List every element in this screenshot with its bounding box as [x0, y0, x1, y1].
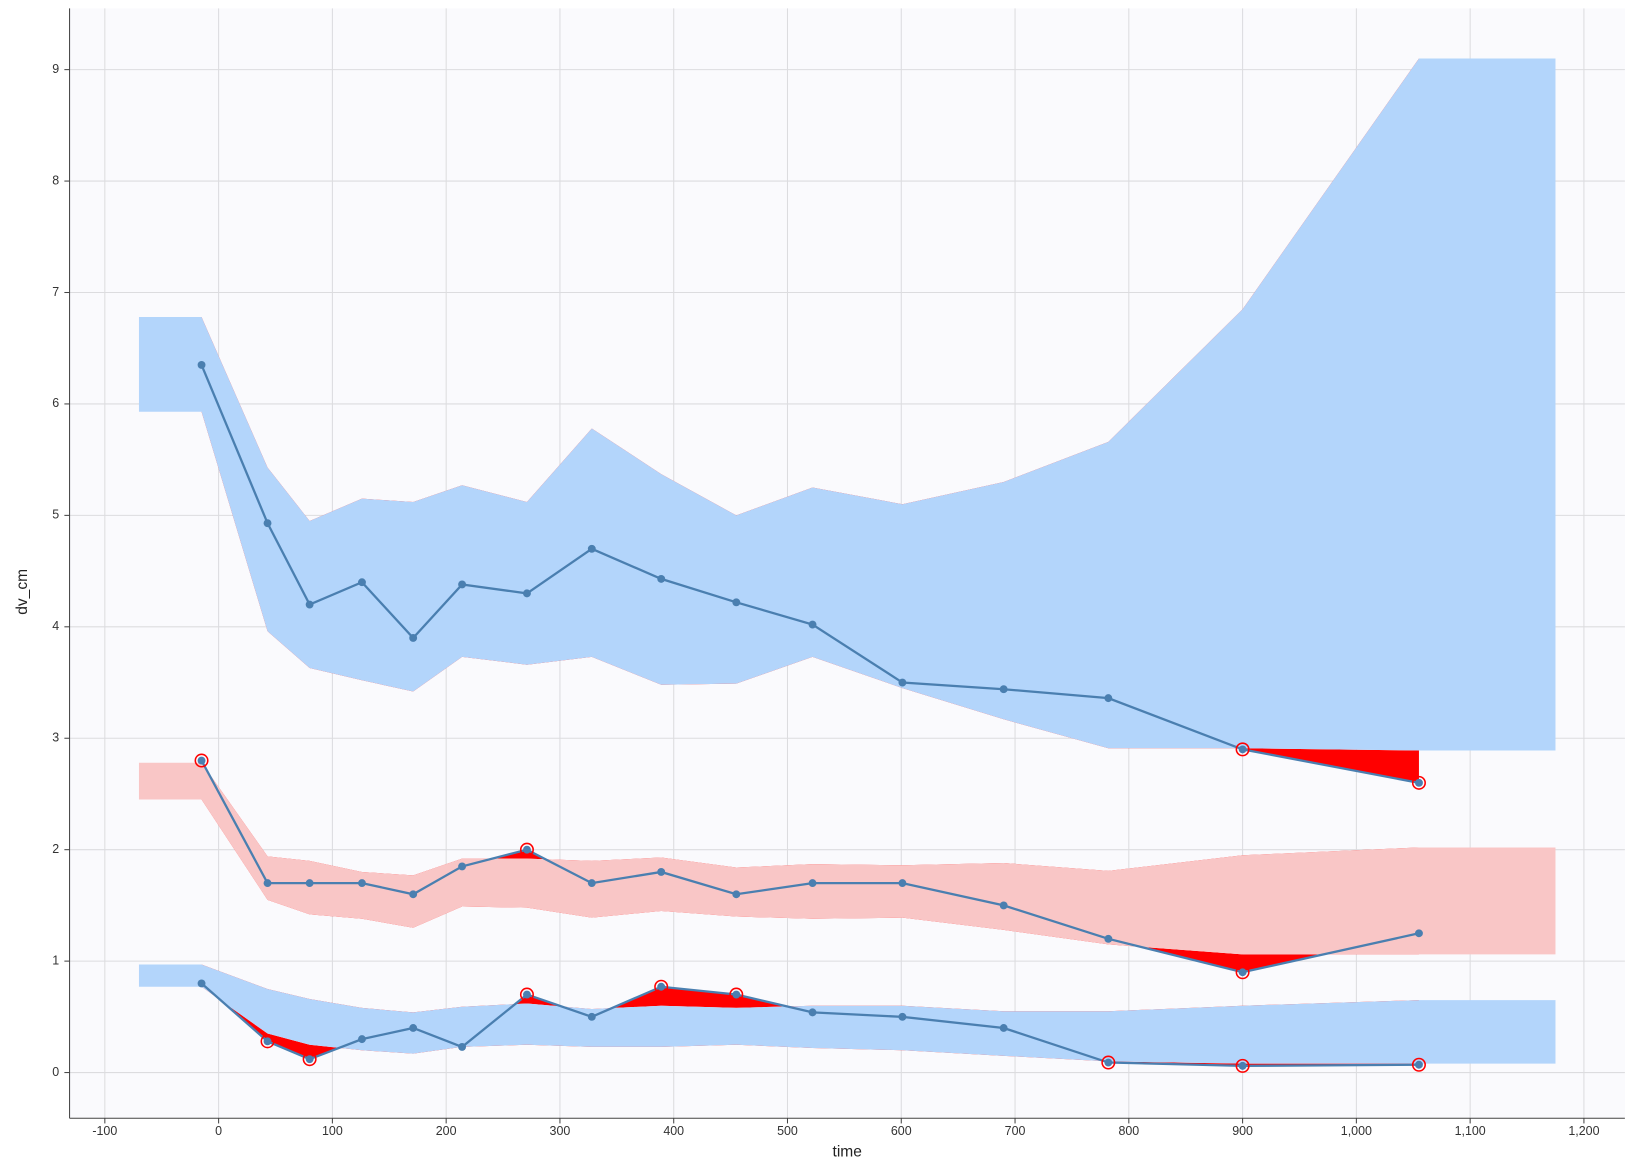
x-tick-label: 700 — [1005, 1124, 1026, 1138]
x-tick-label: 1,100 — [1455, 1124, 1486, 1138]
observed-point — [1238, 745, 1247, 754]
observed-point — [305, 600, 314, 609]
observed-point — [409, 634, 418, 642]
observed-point — [898, 1012, 907, 1021]
y-tick-label: 4 — [52, 619, 59, 633]
observed-point — [898, 879, 907, 888]
observed-line — [200, 364, 1420, 784]
observed-point — [587, 544, 596, 553]
observed-point — [808, 1008, 817, 1017]
observed-point — [409, 1024, 418, 1032]
observed-point — [197, 979, 206, 988]
outlier-ring — [1411, 775, 1426, 790]
observed-point — [1415, 929, 1423, 938]
observed-point — [263, 879, 272, 888]
outlier-ring — [194, 753, 209, 768]
outlier-ring — [260, 1034, 275, 1049]
observed-point — [657, 574, 666, 583]
outlier-ring — [519, 987, 534, 1002]
outlier-ring — [1235, 965, 1250, 980]
x-axis-title: time — [833, 1144, 862, 1161]
axes: -100 0 100 200 300 400 500 600 700 800 900 1,000 1,1… — [52, 8, 1625, 1138]
observed-point — [305, 879, 314, 888]
observed-point — [1415, 778, 1423, 787]
outlier-ring — [1101, 1055, 1116, 1070]
observed-point — [587, 879, 596, 888]
x-tick-label: 600 — [891, 1124, 912, 1138]
prediction-band — [138, 762, 1556, 955]
x-tick-label: 300 — [550, 1124, 571, 1138]
x-tick-label: 1,000 — [1341, 1124, 1372, 1138]
x-tick-label: 1,200 — [1568, 1124, 1599, 1138]
observed-point — [1104, 694, 1113, 703]
y-axis-title: dv_cm — [14, 569, 31, 615]
y-tick-label: 3 — [52, 731, 59, 745]
observed-point — [263, 519, 272, 528]
observed-point — [358, 879, 366, 888]
observed-point — [1415, 1060, 1423, 1069]
observed-point — [1104, 934, 1113, 943]
observed-point — [657, 868, 666, 876]
prediction-band — [138, 58, 1556, 751]
y-tick-label: 5 — [52, 508, 59, 522]
outlier-ring — [1235, 1058, 1250, 1073]
observed-point — [732, 598, 741, 607]
outlier-ring — [1411, 1057, 1426, 1072]
observed-point — [999, 1024, 1008, 1032]
observed-line — [200, 759, 1420, 974]
observed-point — [1104, 1058, 1113, 1067]
observed-point — [1238, 968, 1247, 977]
observed-point — [458, 580, 467, 589]
observed-point — [358, 1035, 366, 1044]
x-tick-label: 800 — [1118, 1124, 1139, 1138]
y-tick-label: 6 — [52, 396, 59, 410]
outlier-ring — [654, 979, 669, 994]
observed-point — [999, 685, 1008, 694]
x-tick-label: 100 — [322, 1124, 343, 1138]
observed-line — [200, 982, 1419, 1068]
observed-point — [522, 589, 531, 598]
x-tick-label: 0 — [215, 1124, 222, 1138]
x-tick-label: 900 — [1232, 1124, 1253, 1138]
outlier-ring — [1235, 742, 1250, 757]
x-tick-label: -100 — [92, 1124, 117, 1138]
observed-point — [808, 879, 817, 888]
y-tick-label: 2 — [52, 842, 59, 856]
outlier-ring — [729, 987, 744, 1002]
observed-point — [197, 360, 206, 369]
observed-point — [657, 982, 666, 991]
observed-point — [732, 890, 741, 899]
outlier-ring — [519, 842, 534, 857]
x-tick-label: 200 — [436, 1124, 457, 1138]
outlier-ring — [302, 1052, 317, 1067]
x-tick-label: 400 — [663, 1124, 684, 1138]
observed-point — [999, 901, 1008, 910]
observed-point — [197, 756, 206, 765]
observed-point — [305, 1055, 314, 1064]
observed-point — [458, 862, 467, 871]
observed-point — [732, 990, 741, 999]
y-tick-label: 9 — [52, 62, 59, 76]
y-tick-label: 7 — [52, 285, 59, 299]
observed-point — [1238, 1061, 1247, 1070]
observed-point — [409, 890, 418, 899]
y-tick-label: 0 — [52, 1065, 59, 1079]
lines — [194, 360, 1426, 1073]
observed-point — [587, 1012, 596, 1021]
observed-point — [808, 620, 817, 629]
x-tick-label: 500 — [777, 1124, 798, 1138]
observed-point — [898, 678, 907, 687]
y-tick-label: 8 — [52, 173, 59, 187]
observed-point — [522, 990, 531, 999]
y-tick-label: 1 — [52, 953, 59, 967]
observed-point — [458, 1042, 467, 1051]
observed-point — [263, 1037, 272, 1046]
observed-point — [358, 578, 366, 587]
observed-point — [522, 845, 531, 854]
